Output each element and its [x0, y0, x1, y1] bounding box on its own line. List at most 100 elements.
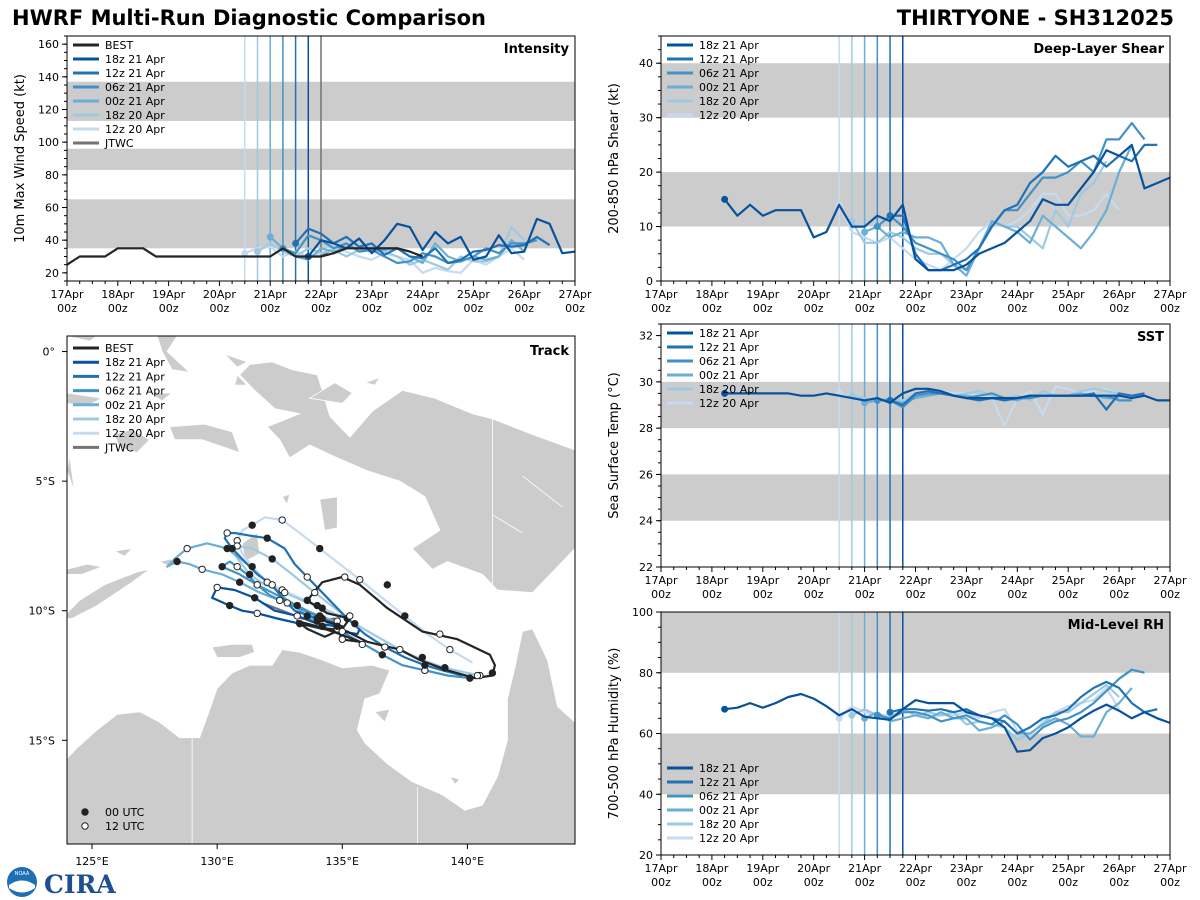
shear-xtick-hour: 00z — [1109, 302, 1129, 315]
track-marker-18z-21-apr — [338, 627, 346, 636]
intensity-init-point-12z-20-apr — [241, 249, 249, 257]
shear-xtick-date: 23Apr — [950, 288, 984, 301]
rh-xtick-hour: 00z — [1160, 876, 1180, 889]
shear-xtick-hour: 00z — [1058, 302, 1078, 315]
shear-ylabel: 200-850 hPa Shear (kt) — [607, 83, 622, 234]
track-marker-00z-21-apr — [173, 557, 181, 566]
shear-ytick-label: 20 — [639, 166, 653, 179]
sst-xtick-hour: 00z — [957, 588, 977, 601]
track-xtick-label: 130°E — [200, 855, 233, 868]
sst-legend-label-12z-21-apr: 12z 21 Apr — [699, 341, 759, 354]
intensity-legend-label-06z-21-apr: 06z 21 Apr — [105, 81, 165, 94]
groote-eylandt — [373, 708, 391, 723]
intensity-legend-label-00z-21-apr: 00z 21 Apr — [105, 95, 165, 108]
sst-ytick-label: 24 — [639, 515, 653, 528]
rh-xtick-hour: 00z — [906, 876, 926, 889]
intensity-legend-label-12z-20-apr: 12z 20 Apr — [105, 123, 165, 136]
sst-xtick-date: 27Apr — [1153, 574, 1187, 587]
intensity-series-18z-21-apr — [307, 217, 575, 261]
intensity-xtick-hour: 00z — [565, 302, 585, 315]
sst-xtick-hour: 00z — [855, 588, 875, 601]
rh-xtick-date: 26Apr — [1103, 862, 1137, 875]
yapen-shore — [308, 382, 353, 404]
shear-xtick-date: 20Apr — [797, 288, 831, 301]
rh-ytick-label: 100 — [632, 606, 653, 619]
sst-xtick-hour: 00z — [804, 588, 824, 601]
sst-xtick-hour: 00z — [1007, 588, 1027, 601]
track-marker-best — [303, 596, 311, 605]
intensity-ytick-label: 20 — [45, 267, 59, 280]
intensity-legend-label-best: BEST — [105, 39, 133, 52]
rh-xtick-hour: 00z — [753, 876, 773, 889]
rh-legend-label-18z-20-apr: 18z 20 Apr — [699, 818, 759, 831]
track-marker-12z-21-apr — [303, 573, 311, 581]
rh-xtick-hour: 00z — [702, 876, 722, 889]
shear-init-point-06z-21-apr — [873, 223, 881, 231]
rh-xtick-date: 20Apr — [797, 862, 831, 875]
track-marker-legend-label-12-utc: 12 UTC — [105, 820, 145, 833]
track-marker-18z-21-apr — [333, 622, 341, 630]
track-marker-12z-20-apr — [316, 544, 324, 553]
sst-xtick-hour: 00z — [906, 588, 926, 601]
shear-band-1 — [661, 63, 1170, 118]
track-marker-12z-20-apr — [248, 521, 256, 529]
rh-legend-label-12z-21-apr: 12z 21 Apr — [699, 776, 759, 789]
track-ytick-label: 15°S — [29, 734, 55, 747]
shear-series-06z-21-apr — [876, 121, 1146, 272]
track-marker-12z-21-apr — [268, 581, 276, 589]
rh-xtick-date: 27Apr — [1153, 862, 1187, 875]
rh-band-1 — [661, 612, 1170, 673]
shear-xtick-date: 25Apr — [1052, 288, 1086, 301]
track-legend-label-best: BEST — [105, 342, 133, 355]
track-marker-best — [488, 669, 497, 677]
sst-legend-label-18z-20-apr: 18z 20 Apr — [699, 383, 759, 396]
intensity-legend-label-12z-21-apr: 12z 21 Apr — [105, 67, 165, 80]
shear-legend-label-12z-20-apr: 12z 20 Apr — [699, 109, 759, 122]
rh-legend-label-18z-21-apr: 18z 21 Apr — [699, 762, 759, 775]
shear-ytick-label: 10 — [639, 221, 653, 234]
intensity-xtick-date: 18Apr — [101, 288, 135, 301]
sst-xtick-hour: 00z — [1160, 588, 1180, 601]
track-marker-18z-20-apr — [245, 570, 254, 579]
tracks-layer — [166, 516, 497, 682]
rh-legend-label-12z-20-apr: 12z 20 Apr — [699, 832, 759, 845]
track-marker-best — [341, 573, 349, 581]
biak-island — [363, 376, 381, 386]
intensity-xtick-date: 22Apr — [304, 288, 338, 301]
shear-legend-label-06z-21-apr: 06z 21 Apr — [699, 67, 759, 80]
sst-legend-label-00z-21-apr: 00z 21 Apr — [699, 369, 759, 382]
sst-ytick-label: 28 — [639, 422, 653, 435]
track-marker-18z-21-apr — [250, 594, 259, 602]
rh-xtick-hour: 00z — [1007, 876, 1027, 889]
rh-xtick-hour: 00z — [1109, 876, 1129, 889]
track-marker-00z-21-apr — [183, 544, 191, 553]
shear-xtick-date: 18Apr — [695, 288, 729, 301]
rh-series-00z-21-apr — [864, 687, 1133, 738]
track-marker-18z-20-apr — [441, 664, 449, 672]
shear-xtick-date: 26Apr — [1103, 288, 1137, 301]
intensity-xtick-date: 27Apr — [558, 288, 592, 301]
track-marker-best — [418, 653, 427, 662]
shear-legend-label-00z-21-apr: 00z 21 Apr — [699, 81, 759, 94]
track-marker-best — [346, 612, 354, 620]
land-layer — [67, 336, 575, 844]
intensity-title: Intensity — [504, 42, 570, 57]
intensity-init-point-00z-21-apr — [266, 233, 274, 241]
shear-xtick-hour: 00z — [906, 302, 926, 315]
sst-xtick-date: 20Apr — [797, 574, 831, 587]
sst-xtick-hour: 00z — [753, 588, 773, 601]
sst-xtick-hour: 00z — [651, 588, 671, 601]
shear-xtick-hour: 00z — [753, 302, 773, 315]
buru-island — [113, 428, 151, 454]
intensity-xtick-hour: 00z — [413, 302, 433, 315]
track-marker-best — [436, 630, 444, 638]
melville-island — [211, 644, 256, 658]
sst-xtick-hour: 00z — [702, 588, 722, 601]
shear-xtick-date: 19Apr — [746, 288, 780, 301]
intensity-legend-label-18z-20-apr: 18z 20 Apr — [105, 109, 165, 122]
intensity-series-18z-20-apr — [256, 226, 525, 271]
panel-sst: 22242628303217Apr00z18Apr00z19Apr00z20Ap… — [607, 323, 1187, 601]
track-legend-label-18z-21-apr: 18z 21 Apr — [105, 356, 165, 369]
intensity-xtick-date: 24Apr — [406, 288, 440, 301]
shear-xtick-hour: 00z — [957, 302, 977, 315]
